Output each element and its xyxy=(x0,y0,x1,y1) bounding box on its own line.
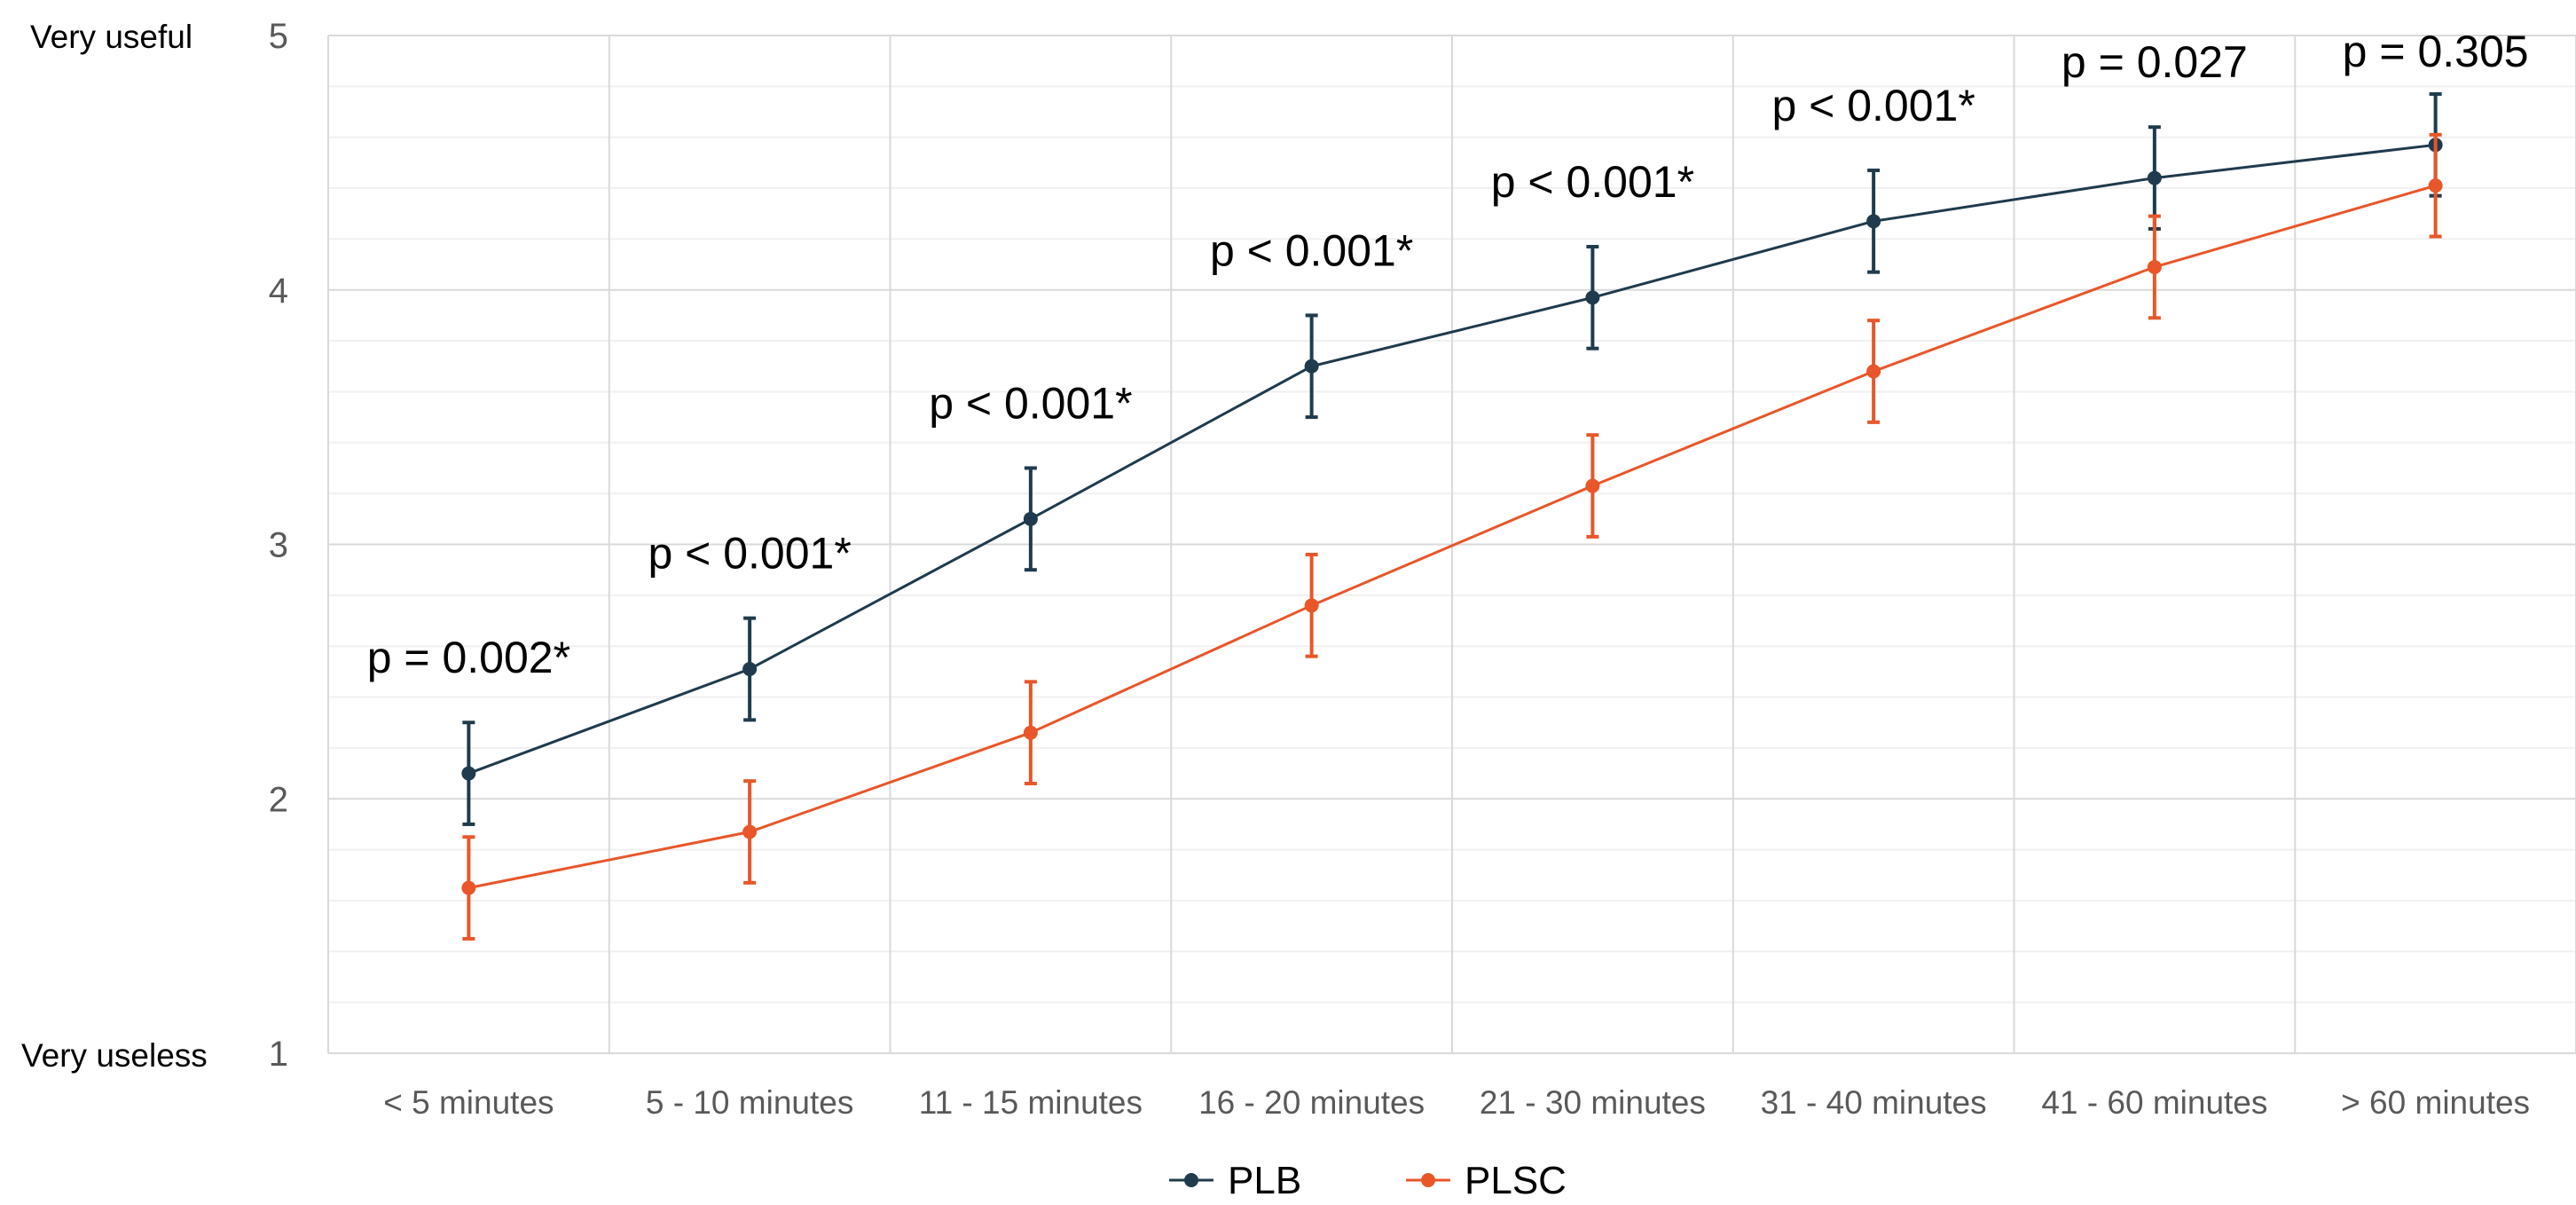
data-point-plsc xyxy=(2147,259,2162,274)
y-tick-label: 2 xyxy=(269,780,288,819)
data-point-plsc xyxy=(1585,478,1600,493)
data-point-plb xyxy=(1585,290,1600,305)
legend-label: PLSC xyxy=(1465,1159,1567,1202)
data-point-plb xyxy=(1023,511,1038,526)
x-tick-label: 21 - 30 minutes xyxy=(1480,1084,1706,1121)
p-value-label: p = 0.002* xyxy=(367,633,570,682)
data-point-plb xyxy=(2147,170,2162,185)
y-tick-label: 1 xyxy=(269,1035,288,1074)
legend-item-plb: PLB xyxy=(1169,1159,1301,1202)
data-point-plsc xyxy=(2428,178,2443,193)
legend: PLB PLSC xyxy=(1169,1159,1567,1202)
data-point-plb xyxy=(1866,214,1881,229)
data-point-plb xyxy=(461,766,476,781)
legend-marker xyxy=(1184,1173,1198,1187)
y-bottom-label: Very useless xyxy=(21,1037,208,1074)
series-plsc xyxy=(461,132,2443,941)
y-tick-label: 3 xyxy=(269,526,288,565)
y-tick-label: 4 xyxy=(269,272,288,311)
x-tick-label: 5 - 10 minutes xyxy=(646,1084,853,1121)
data-point-plsc xyxy=(1866,364,1881,379)
series-line-plsc xyxy=(468,184,2437,890)
grid xyxy=(327,35,2576,1054)
y-tick-label: 5 xyxy=(269,17,288,56)
legend-marker xyxy=(1421,1173,1435,1187)
x-axis-ticks: < 5 minutes 5 - 10 minutes 11 - 15 minutes… xyxy=(383,1084,2530,1121)
series-layer xyxy=(461,91,2443,941)
data-point-plb xyxy=(742,662,758,677)
y-top-label: Very useful xyxy=(30,19,192,55)
x-tick-label: < 5 minutes xyxy=(383,1084,554,1121)
data-point-plsc xyxy=(1304,598,1319,613)
p-value-label: p = 0.305 xyxy=(2343,27,2529,76)
p-value-label: p < 0.001* xyxy=(929,378,1132,428)
series-plb xyxy=(461,91,2443,826)
x-tick-label: 16 - 20 minutes xyxy=(1198,1084,1425,1121)
p-value-label: p = 0.027 xyxy=(2062,37,2248,87)
y-axis-ticks: 1 2 3 4 5 xyxy=(269,17,288,1074)
p-value-label: p < 0.001* xyxy=(1491,157,1694,207)
data-point-plsc xyxy=(461,880,476,895)
series-line-plb xyxy=(467,143,2436,775)
x-tick-label: > 60 minutes xyxy=(2341,1084,2530,1121)
data-point-plsc xyxy=(1023,725,1038,740)
p-value-label: p < 0.001* xyxy=(1210,225,1413,275)
x-tick-label: 31 - 40 minutes xyxy=(1761,1084,1987,1121)
data-point-plsc xyxy=(742,824,758,839)
legend-label: PLB xyxy=(1228,1159,1301,1202)
data-point-plb xyxy=(1304,358,1319,374)
p-value-label: p < 0.001* xyxy=(1771,81,1975,130)
p-value-annotations: p = 0.002* p < 0.001* p < 0.001* p < 0.001*… xyxy=(367,27,2529,682)
p-value-label: p < 0.001* xyxy=(648,529,851,579)
x-tick-label: 41 - 60 minutes xyxy=(2041,1084,2267,1121)
legend-item-plsc: PLSC xyxy=(1406,1159,1567,1202)
x-tick-label: 11 - 15 minutes xyxy=(919,1084,1143,1121)
